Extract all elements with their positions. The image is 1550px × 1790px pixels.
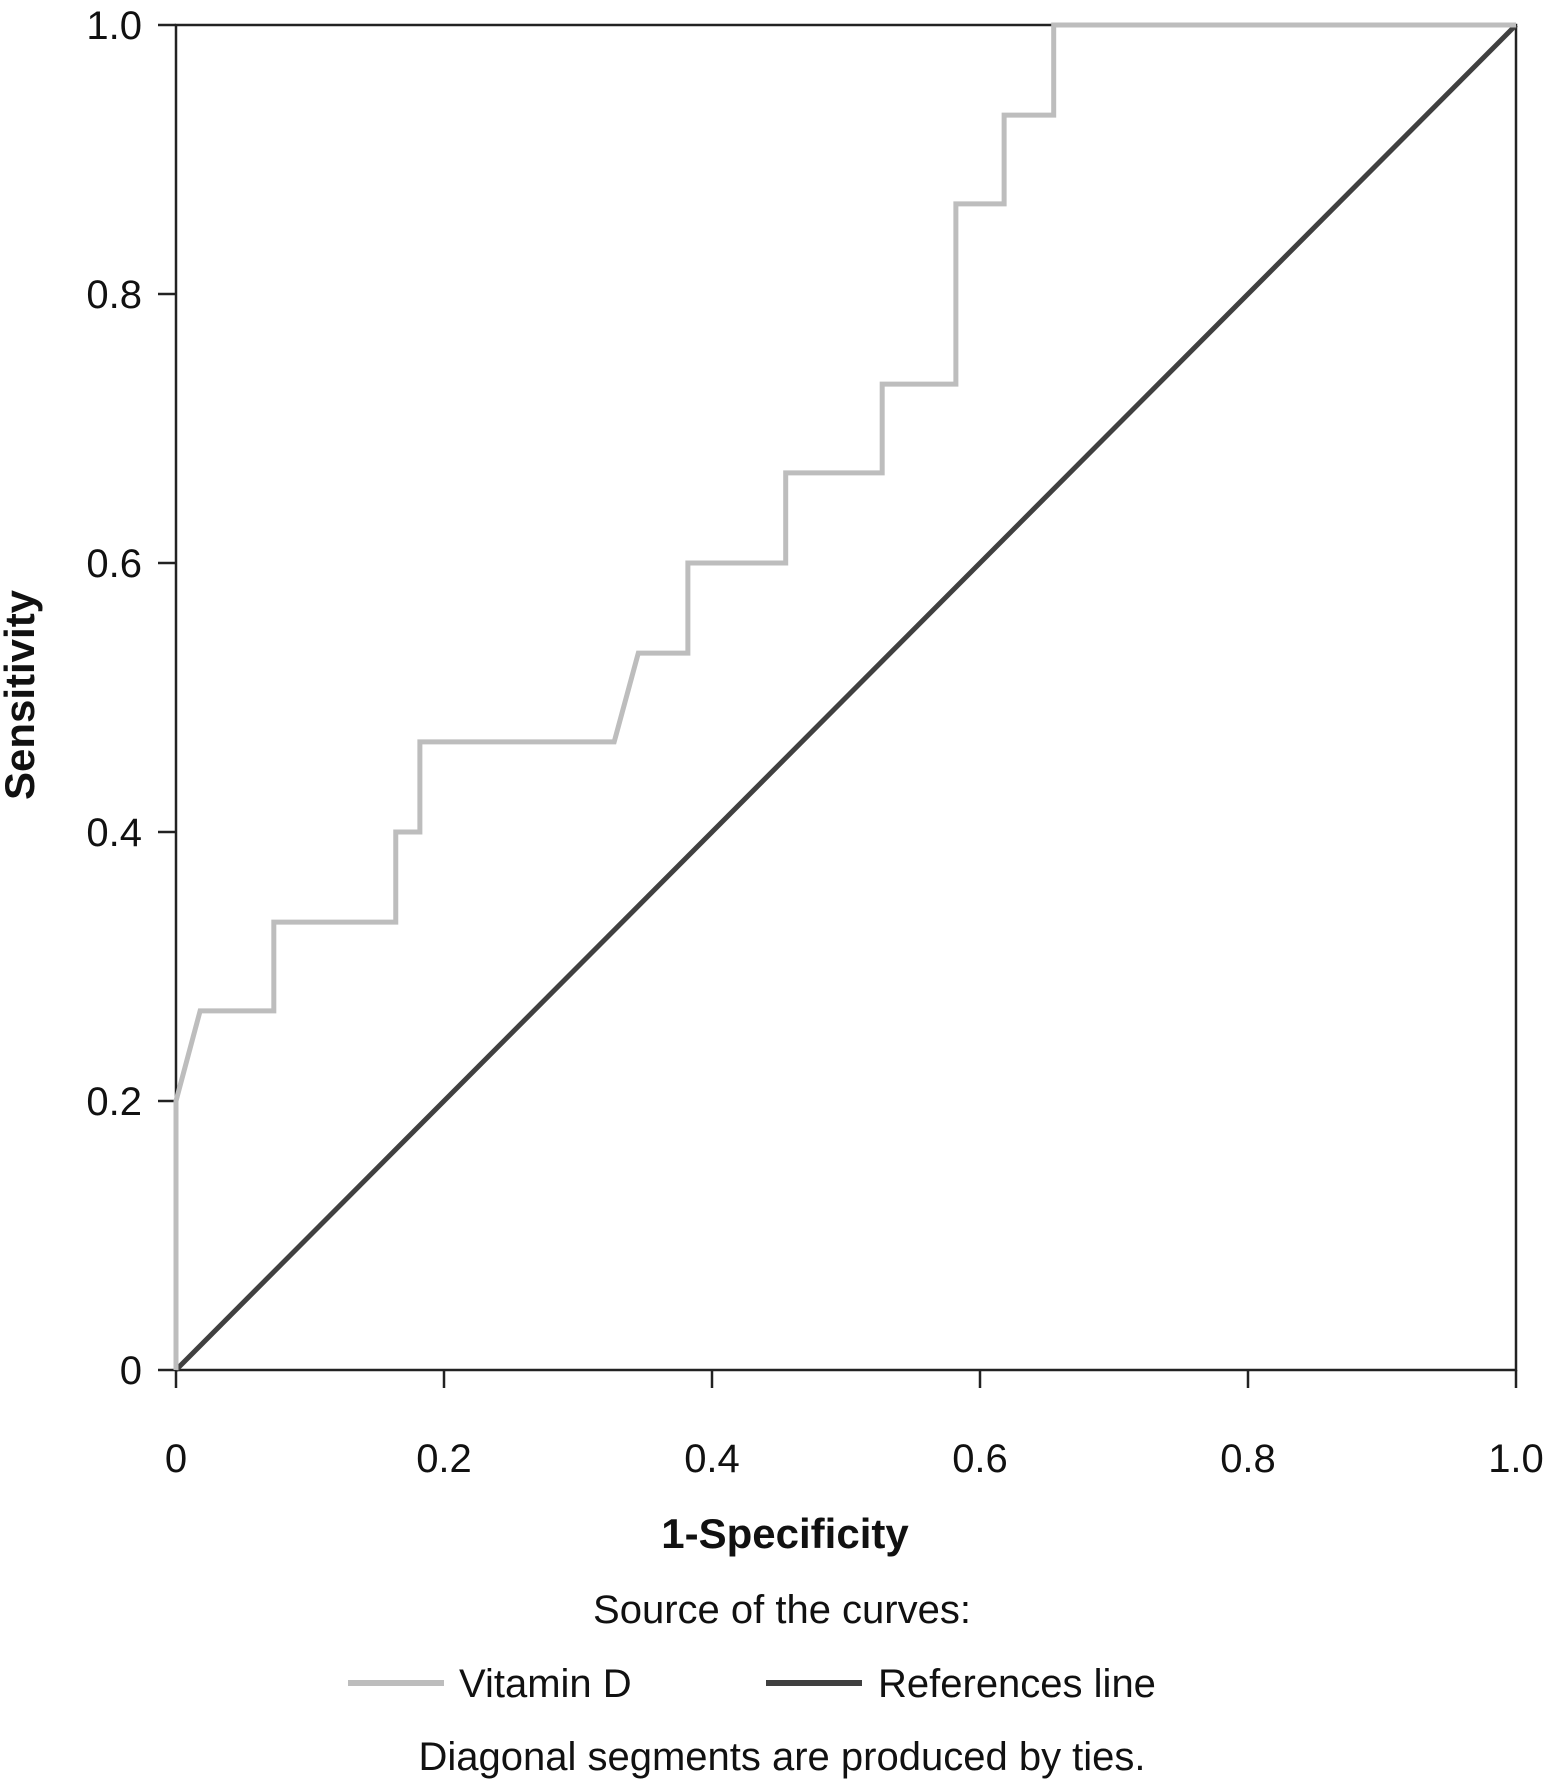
legend-title: Source of the curves: xyxy=(593,1588,971,1632)
plot-frame xyxy=(174,23,1518,1372)
x-tick-label: 1.0 xyxy=(1488,1437,1544,1481)
y-tick-label: 1.0 xyxy=(86,4,142,48)
x-tick-label: 0.8 xyxy=(1220,1437,1276,1481)
x-tick-label: 0.6 xyxy=(952,1437,1008,1481)
y-tick-label: 0 xyxy=(120,1349,142,1393)
y-tick-label: 0.8 xyxy=(86,273,142,317)
legend-note: Diagonal segments are produced by ties. xyxy=(418,1735,1145,1779)
y-tick-label: 0.6 xyxy=(86,542,142,586)
y-tick-label: 0.4 xyxy=(86,811,142,855)
x-tick-label: 0 xyxy=(165,1437,187,1481)
y-tick-label: 0.2 xyxy=(86,1080,142,1124)
legend-label-references-line: References line xyxy=(878,1662,1156,1706)
plot-border xyxy=(174,23,1518,1372)
x-tick-label: 0.4 xyxy=(684,1437,740,1481)
series-line-references-line xyxy=(174,23,1518,1372)
series-line-vitamin-d xyxy=(173,22,1516,1370)
x-axis-title: 1-Specificity xyxy=(661,1510,909,1557)
series-group xyxy=(173,22,1518,1372)
x-tick-label: 0.2 xyxy=(416,1437,472,1481)
axis-ticks: 0 0.2 0.4 0.6 0.8 1.0 0 0.2 0.4 0.6 0.8 1.0 xyxy=(86,4,1543,1481)
y-axis-title: Sensitivity xyxy=(0,589,43,800)
legend-label-vitamin-d: Vitamin D xyxy=(459,1662,632,1706)
